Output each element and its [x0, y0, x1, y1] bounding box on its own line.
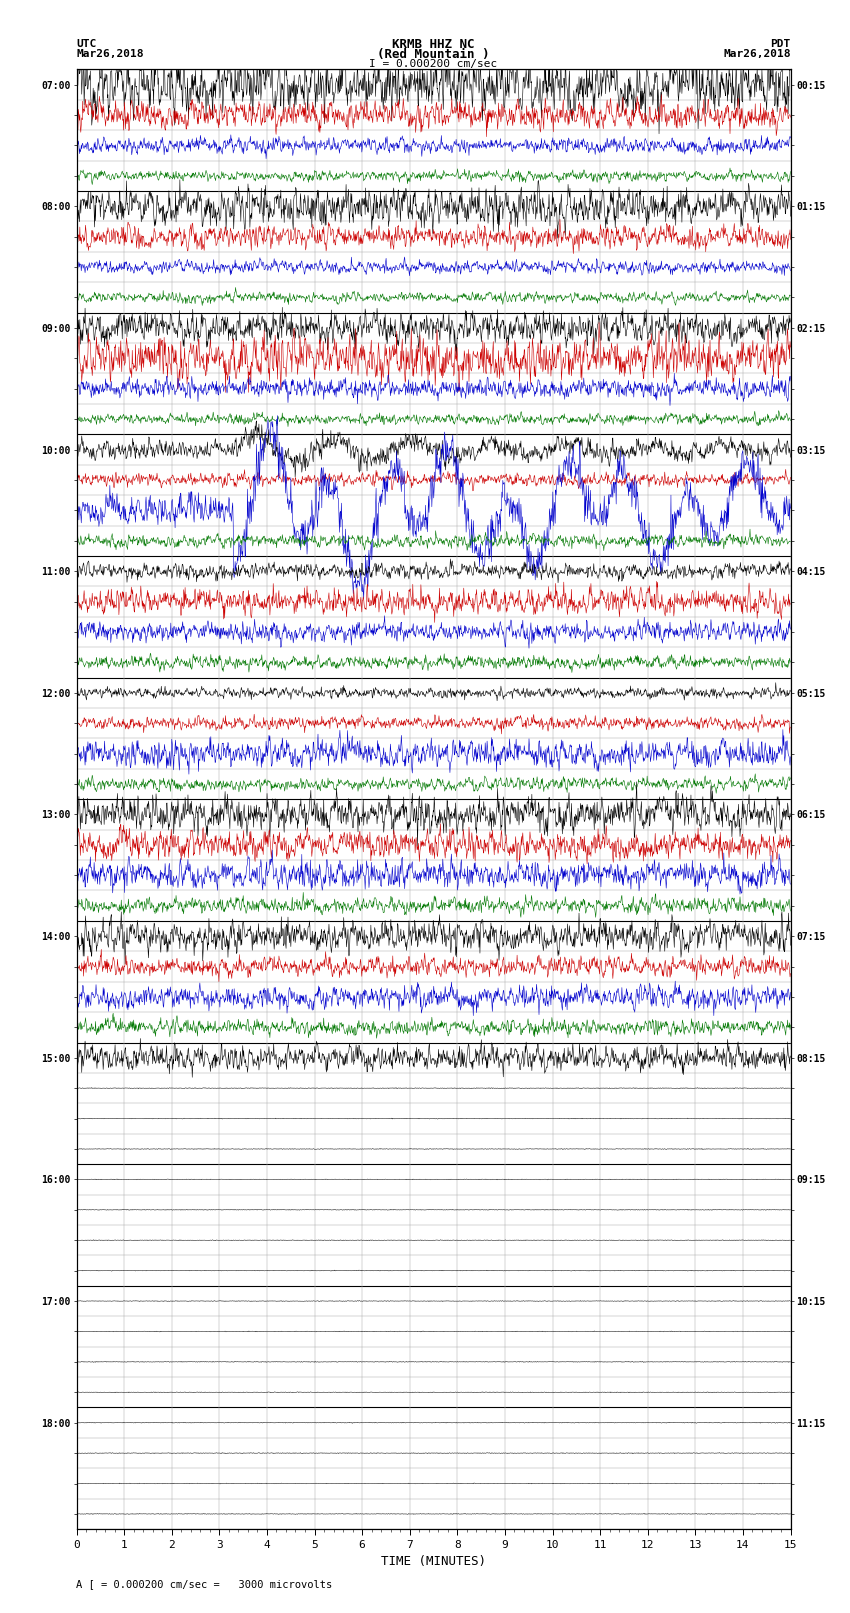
- Text: UTC: UTC: [76, 39, 97, 50]
- Text: Mar26,2018: Mar26,2018: [723, 48, 791, 60]
- Text: KRMB HHZ NC: KRMB HHZ NC: [392, 37, 475, 52]
- Text: Mar26,2018: Mar26,2018: [76, 48, 144, 60]
- Text: A [ = 0.000200 cm/sec =   3000 microvolts: A [ = 0.000200 cm/sec = 3000 microvolts: [76, 1579, 332, 1589]
- Text: I = 0.000200 cm/sec: I = 0.000200 cm/sec: [370, 58, 497, 69]
- Text: PDT: PDT: [770, 39, 790, 50]
- Text: (Red Mountain ): (Red Mountain ): [377, 47, 490, 61]
- X-axis label: TIME (MINUTES): TIME (MINUTES): [381, 1555, 486, 1568]
